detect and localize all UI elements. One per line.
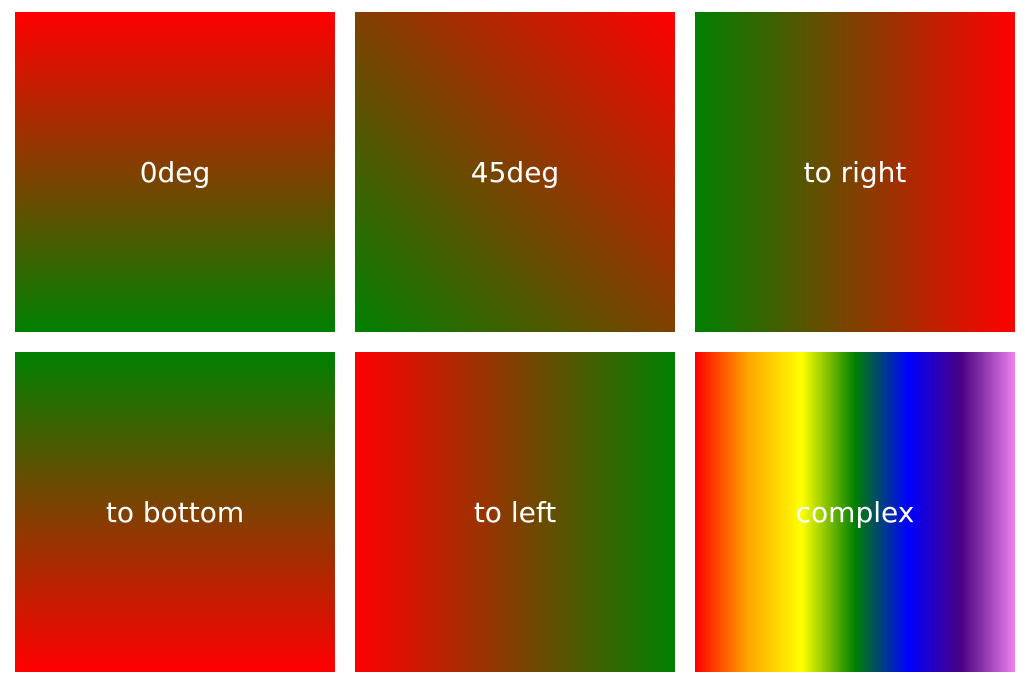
gradient-tile-0deg: 0deg	[15, 12, 335, 332]
gradient-tile-complex: complex	[695, 352, 1015, 672]
tile-label: 45deg	[470, 156, 560, 189]
gradient-tile-to-left: to left	[355, 352, 675, 672]
gradient-tile-to-right: to right	[695, 12, 1015, 332]
tile-label: 0deg	[139, 156, 211, 189]
tile-label: to left	[473, 496, 557, 529]
gradient-tile-45deg: 45deg	[355, 12, 675, 332]
tile-label: to bottom	[105, 496, 245, 529]
gradient-tile-to-bottom: to bottom	[15, 352, 335, 672]
tile-label: to right	[803, 156, 907, 189]
tile-label: complex	[795, 496, 915, 529]
